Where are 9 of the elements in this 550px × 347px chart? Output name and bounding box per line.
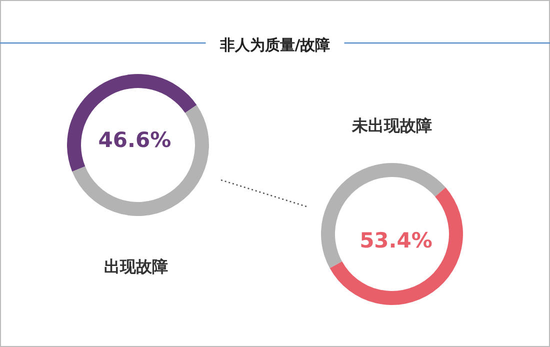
donut-slice xyxy=(330,187,463,305)
donut-slice xyxy=(72,105,209,216)
text: 非人为质量/故障 xyxy=(218,36,330,54)
donut-slice xyxy=(321,163,446,268)
data-label: 46.6% xyxy=(98,128,172,152)
data-label: 53.4% xyxy=(360,228,432,253)
chart-title: 未出现故障 xyxy=(351,116,432,135)
text: 出现故障 xyxy=(104,257,168,276)
donut-slice xyxy=(67,74,197,172)
